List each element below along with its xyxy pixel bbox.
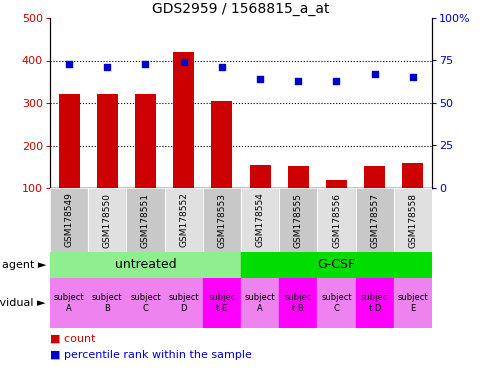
Bar (241, 188, 279, 252)
Bar (241, 188, 279, 252)
Text: individual ►: individual ► (0, 298, 46, 308)
Bar (97, 94, 118, 188)
Point (180, 59, 187, 65)
Bar (164, 278, 202, 328)
Text: subject
B: subject B (92, 293, 122, 313)
Bar (50, 188, 88, 252)
Point (218, 64, 226, 70)
Text: GSM178550: GSM178550 (103, 192, 112, 248)
Point (141, 61, 149, 67)
Text: subject
A: subject A (244, 293, 275, 313)
Point (370, 71, 378, 77)
Text: subject
D: subject D (168, 293, 198, 313)
Bar (287, 166, 308, 188)
Bar (88, 188, 126, 252)
Bar (211, 101, 232, 188)
Bar (50, 188, 88, 252)
Bar (126, 188, 164, 252)
Bar (317, 278, 355, 328)
Text: subject
C: subject C (130, 293, 161, 313)
Bar (202, 278, 241, 328)
Bar (279, 278, 317, 328)
Text: subject
C: subject C (320, 293, 351, 313)
Bar (279, 188, 317, 252)
Bar (279, 188, 317, 252)
Bar (355, 278, 393, 328)
Bar (202, 188, 241, 252)
Bar (393, 188, 431, 252)
Text: GSM178556: GSM178556 (332, 192, 340, 248)
Bar (202, 188, 241, 252)
Text: subjec
t D: subjec t D (360, 293, 388, 313)
Point (408, 74, 416, 81)
Bar (164, 188, 202, 252)
Bar (126, 188, 164, 252)
Bar (393, 188, 431, 252)
Text: GSM178551: GSM178551 (141, 192, 150, 248)
Text: GSM178555: GSM178555 (293, 192, 302, 248)
Bar (126, 278, 164, 328)
Text: ■ percentile rank within the sample: ■ percentile rank within the sample (50, 350, 251, 360)
Bar (393, 278, 431, 328)
Point (332, 78, 340, 84)
Point (103, 64, 111, 70)
Text: untreated: untreated (114, 258, 176, 271)
Point (65, 61, 73, 67)
Bar (325, 180, 346, 188)
Bar (135, 94, 156, 188)
Bar (317, 188, 355, 252)
Title: GDS2959 / 1568815_a_at: GDS2959 / 1568815_a_at (152, 2, 329, 16)
Text: subject
E: subject E (397, 293, 427, 313)
Bar (355, 188, 393, 252)
Point (256, 76, 263, 82)
Bar (402, 163, 423, 188)
Text: GSM178558: GSM178558 (408, 192, 417, 248)
Bar (355, 188, 393, 252)
Text: subjec
t B: subjec t B (284, 293, 311, 313)
Bar (249, 165, 270, 188)
Text: subject
A: subject A (54, 293, 84, 313)
Text: GSM178557: GSM178557 (369, 192, 378, 248)
Point (294, 78, 302, 84)
Bar (317, 188, 355, 252)
Bar (363, 166, 384, 188)
Bar (241, 252, 431, 278)
Bar (88, 278, 126, 328)
Text: GSM178552: GSM178552 (179, 192, 188, 247)
Bar (173, 52, 194, 188)
Bar (50, 252, 241, 278)
Bar (164, 188, 202, 252)
Text: GSM178554: GSM178554 (255, 192, 264, 247)
Text: subjec
t E: subjec t E (208, 293, 235, 313)
Text: agent ►: agent ► (1, 260, 46, 270)
Bar (88, 188, 126, 252)
Text: GSM178549: GSM178549 (64, 192, 74, 247)
Text: GSM178553: GSM178553 (217, 192, 226, 248)
Text: G-CSF: G-CSF (317, 258, 355, 271)
Text: ■ count: ■ count (50, 334, 95, 344)
Bar (59, 94, 79, 188)
Bar (241, 278, 279, 328)
Bar (50, 278, 88, 328)
